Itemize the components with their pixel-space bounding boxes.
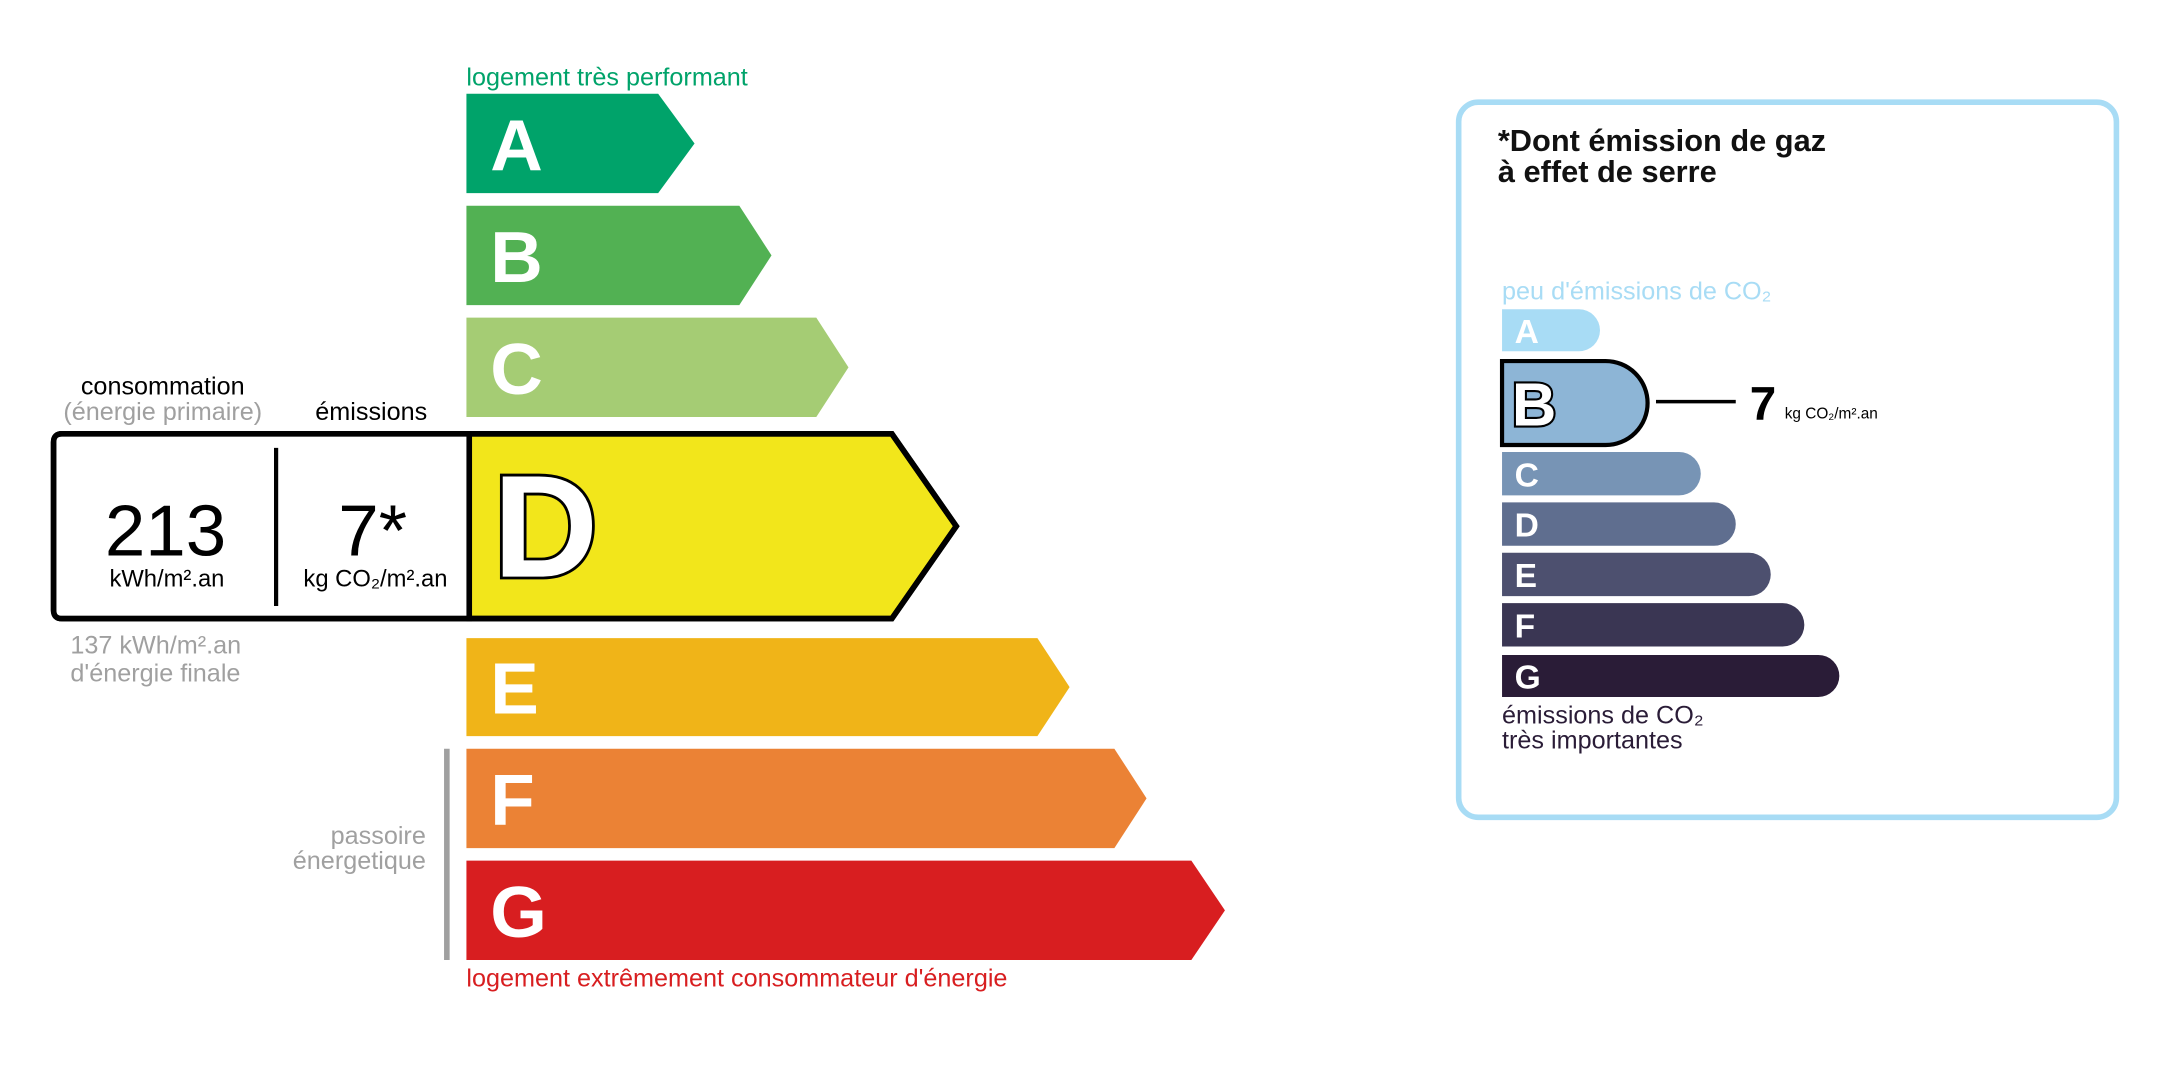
emissions-label: émissions (315, 398, 427, 426)
energy-letter: G (490, 872, 547, 953)
ges-bar-a (1502, 309, 1600, 352)
energy-class-c: C (466, 317, 849, 418)
energy-bottom-label: logement extrêmement consommateur d'éner… (466, 965, 1007, 993)
energy-letter: D (493, 445, 598, 608)
energy-letter: C (490, 329, 543, 410)
energy-value-box: 213 kWh/m².an 7* kg CO₂/m².an (50, 431, 960, 622)
energy-class-f: F (466, 748, 1147, 849)
ges-class-f: F (1502, 603, 1805, 647)
energy-letter: E (490, 649, 539, 730)
consumption-unit: kWh/m².an (109, 565, 224, 592)
value-box-border (50, 431, 473, 622)
ges-bottom-label-1: émissions de CO₂ (1502, 702, 1704, 730)
energy-letter: B (490, 217, 543, 298)
energy-class-g: G (466, 860, 1225, 961)
energy-class-a: A (466, 93, 695, 194)
ges-class-e: E (1502, 552, 1771, 597)
energy-bar-f (466, 748, 1147, 849)
passoire-label-2: énergetique (293, 847, 426, 875)
energy-bar-b (466, 205, 772, 306)
ges-value: 7 (1750, 378, 1776, 431)
ges-class-d: D (1502, 502, 1736, 546)
ges-letter: B (1512, 370, 1556, 439)
energy-letter: A (490, 105, 543, 186)
ges-class-b: B (1499, 358, 1650, 448)
emissions-value: 7* (338, 491, 407, 572)
ges-letter: A (1515, 314, 1539, 351)
consumption-sublabel: (énergie primaire) (63, 398, 262, 426)
energy-class-d: D (466, 431, 960, 622)
ges-bar-e (1502, 552, 1771, 597)
ges-bar-g (1502, 654, 1840, 697)
ges-letter: E (1515, 558, 1537, 595)
ges-letter: C (1515, 457, 1539, 494)
final-energy-label: d'énergie finale (70, 660, 240, 688)
ges-bar-b (1499, 358, 1650, 448)
ges-bottom-label-2: très importantes (1502, 727, 1683, 755)
consumption-label: consommation (81, 373, 245, 401)
value-box-fill (56, 436, 470, 616)
energy-letter: F (490, 760, 534, 841)
ges-class-c: C (1502, 452, 1701, 496)
ges-panel: *Dont émission de gaz à effet de serre p… (1455, 99, 2120, 821)
ges-letter: D (1515, 508, 1539, 545)
energy-class-e: E (466, 638, 1070, 737)
energy-bar-g (466, 860, 1225, 961)
ges-letter: F (1515, 608, 1536, 645)
energy-class-b: B (466, 205, 772, 306)
passoire-label-1: passoire (331, 822, 426, 850)
ges-letter: G (1515, 660, 1541, 697)
consumption-value: 213 (105, 491, 226, 572)
ges-panel-border (1455, 99, 2120, 821)
emissions-unit: kg CO₂/m².an (303, 565, 447, 592)
ges-bar-f (1502, 603, 1805, 647)
energy-bar-c (466, 317, 849, 418)
ges-title-1: *Dont émission de gaz (1498, 123, 1826, 158)
ges-bar-d (1502, 502, 1736, 546)
final-energy-value: 137 kWh/m².an (70, 632, 241, 660)
energy-bar-a (466, 93, 695, 194)
ges-title-2: à effet de serre (1498, 154, 1717, 189)
ges-class-g: G (1502, 654, 1840, 697)
energy-top-label: logement très performant (466, 63, 747, 91)
energy-bar-e (466, 638, 1070, 737)
ges-top-label: peu d'émissions de CO₂ (1502, 277, 1771, 305)
ges-unit: kg CO₂/m².an (1785, 405, 1878, 422)
ges-bar-c (1502, 452, 1701, 496)
ges-class-a: A (1502, 309, 1600, 352)
